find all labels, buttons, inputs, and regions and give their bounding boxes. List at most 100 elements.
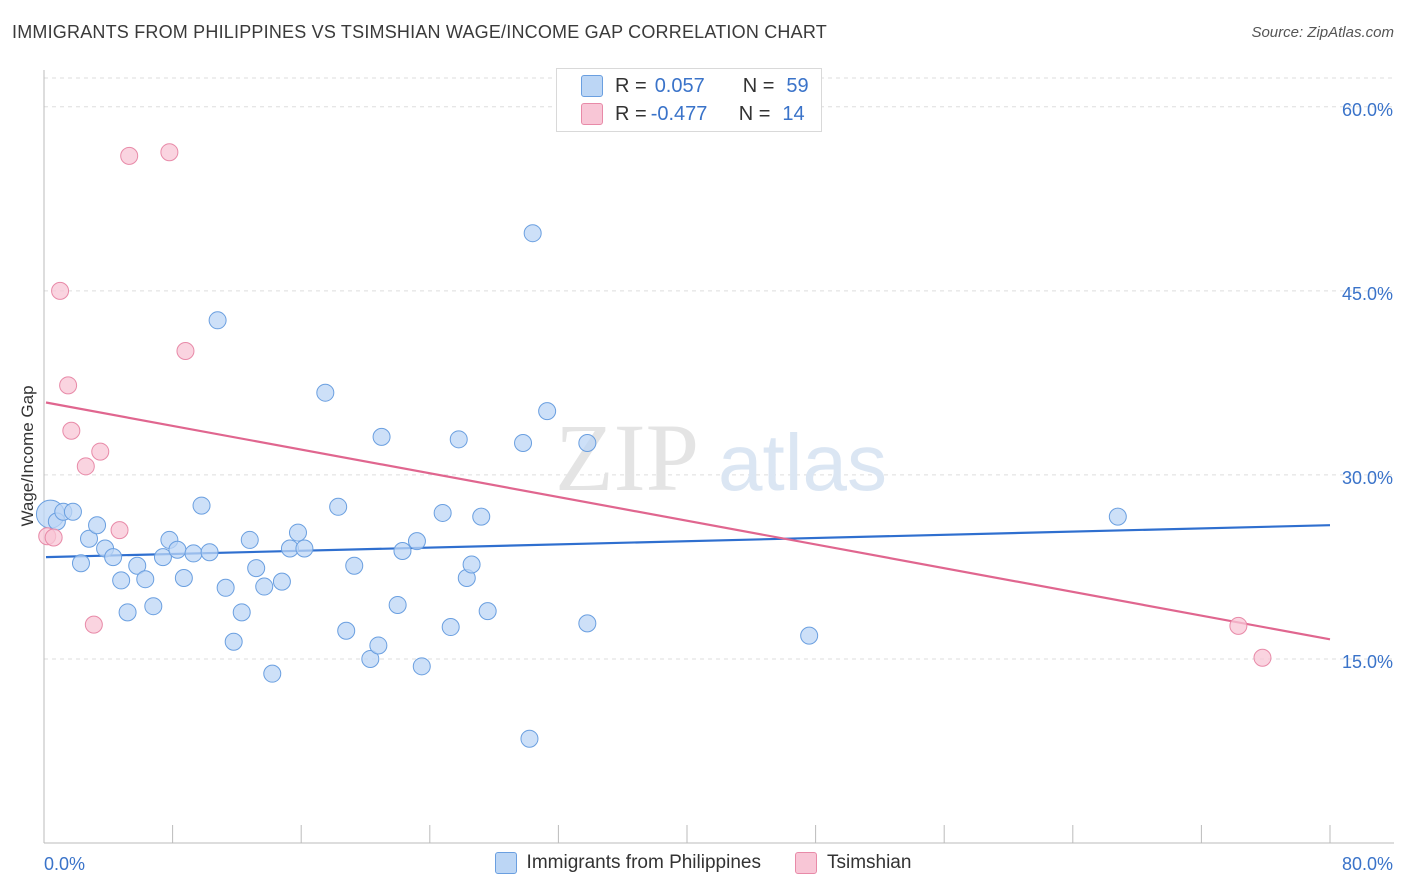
point-tsimshian — [44, 528, 63, 547]
point-tsimshian — [1253, 648, 1272, 667]
point-philippines — [192, 496, 211, 515]
trend-line-philippines — [45, 524, 1331, 559]
point-philippines — [216, 578, 235, 597]
point-philippines — [200, 543, 219, 562]
watermark-atlas: atlas — [718, 418, 887, 507]
point-tsimshian — [76, 457, 95, 476]
point-philippines — [80, 529, 99, 548]
point-philippines — [369, 636, 388, 655]
point-philippines — [272, 572, 291, 591]
point-tsimshian — [62, 421, 81, 440]
point-philippines — [104, 548, 123, 567]
point-philippines — [144, 597, 163, 616]
point-philippines — [412, 657, 431, 676]
point-philippines — [263, 664, 282, 683]
point-tsimshian — [91, 442, 110, 461]
stats-row-philippines: R = 0.057 N = 59 — [581, 73, 809, 99]
point-philippines — [578, 434, 597, 453]
y-tick-label: 30.0% — [1342, 468, 1393, 488]
n-value: 59 — [786, 74, 809, 97]
n-label: N = — [742, 74, 775, 97]
watermark: ZIP atlas — [555, 404, 887, 511]
point-philippines — [288, 523, 307, 542]
tick-labels: 15.0% 30.0% 45.0% 60.0% 0.0% 80.0% — [44, 100, 1393, 874]
point-philippines — [520, 729, 539, 748]
x-tick-label: 80.0% — [1342, 854, 1393, 874]
legend-swatch-blue — [494, 852, 517, 874]
point-philippines — [514, 434, 533, 453]
point-tsimshian — [59, 376, 78, 395]
point-philippines — [153, 548, 172, 567]
point-philippines — [255, 577, 274, 596]
point-philippines — [329, 497, 348, 516]
point-tsimshian — [1229, 616, 1248, 635]
point-philippines — [112, 571, 131, 590]
point-philippines — [393, 541, 412, 560]
point-philippines — [441, 618, 460, 637]
legend-label-philippines: Immigrants from Philippines — [526, 852, 761, 873]
point-philippines — [232, 603, 251, 622]
point-philippines — [472, 507, 491, 526]
legend-item-philippines[interactable]: Immigrants from Philippines — [494, 852, 761, 874]
legend-swatch-pink — [794, 852, 817, 874]
r-label: R = — [615, 74, 647, 97]
stats-row-tsimshian: R = -0.477 N = 14 — [581, 101, 805, 127]
trend-lines — [45, 401, 1331, 641]
trend-line-tsimshian — [45, 401, 1331, 641]
point-philippines — [345, 556, 364, 575]
point-philippines — [388, 595, 407, 614]
point-philippines — [295, 539, 314, 558]
point-philippines — [136, 570, 155, 589]
point-philippines — [337, 621, 356, 640]
point-philippines — [174, 568, 193, 587]
point-philippines — [478, 602, 497, 621]
point-philippines — [1108, 507, 1127, 526]
point-philippines — [449, 430, 468, 449]
legend-label-tsimshian: Tsimshian — [826, 852, 912, 873]
x-tick-label: 0.0% — [44, 854, 85, 874]
point-philippines — [523, 224, 542, 243]
point-philippines — [361, 649, 380, 668]
point-philippines — [128, 556, 147, 575]
n-value: 14 — [782, 102, 805, 125]
r-value: 0.057 — [654, 74, 705, 97]
point-philippines — [462, 555, 481, 574]
point-philippines — [433, 503, 452, 522]
legend-item-tsimshian[interactable]: Tsimshian — [794, 852, 912, 874]
point-tsimshian — [110, 521, 129, 540]
data-points — [35, 143, 1272, 748]
point-philippines — [407, 532, 426, 551]
point-philippines — [168, 540, 187, 559]
point-philippines — [800, 626, 819, 645]
r-value: -0.477 — [650, 102, 708, 125]
point-tsimshian — [160, 143, 179, 162]
axes — [43, 70, 1394, 844]
point-philippines — [538, 402, 557, 421]
point-philippines — [224, 632, 243, 651]
gridlines — [44, 77, 1394, 660]
point-philippines — [247, 559, 266, 578]
watermark-zip: ZIP — [555, 404, 699, 511]
point-philippines — [63, 502, 82, 521]
point-tsimshian — [120, 146, 139, 165]
point-philippines — [578, 614, 597, 633]
point-philippines — [88, 516, 107, 535]
point-philippines — [372, 427, 391, 446]
legend-swatch-blue — [581, 75, 603, 97]
y-tick-label: 45.0% — [1342, 284, 1393, 304]
point-tsimshian — [176, 341, 195, 360]
n-label: N = — [738, 102, 771, 125]
y-axis-label: Wage/Income Gap — [18, 385, 37, 526]
legend-swatch-pink — [581, 103, 603, 125]
chart-title: IMMIGRANTS FROM PHILIPPINES VS TSIMSHIAN… — [12, 22, 827, 42]
source-label: Source: ZipAtlas.com — [1251, 24, 1394, 41]
y-tick-label: 60.0% — [1342, 100, 1393, 120]
point-philippines — [208, 311, 227, 330]
point-tsimshian — [51, 281, 70, 300]
point-philippines — [240, 530, 259, 549]
point-philippines — [118, 603, 137, 622]
point-philippines — [316, 383, 335, 402]
point-tsimshian — [84, 615, 103, 634]
r-label: R = — [615, 102, 647, 125]
